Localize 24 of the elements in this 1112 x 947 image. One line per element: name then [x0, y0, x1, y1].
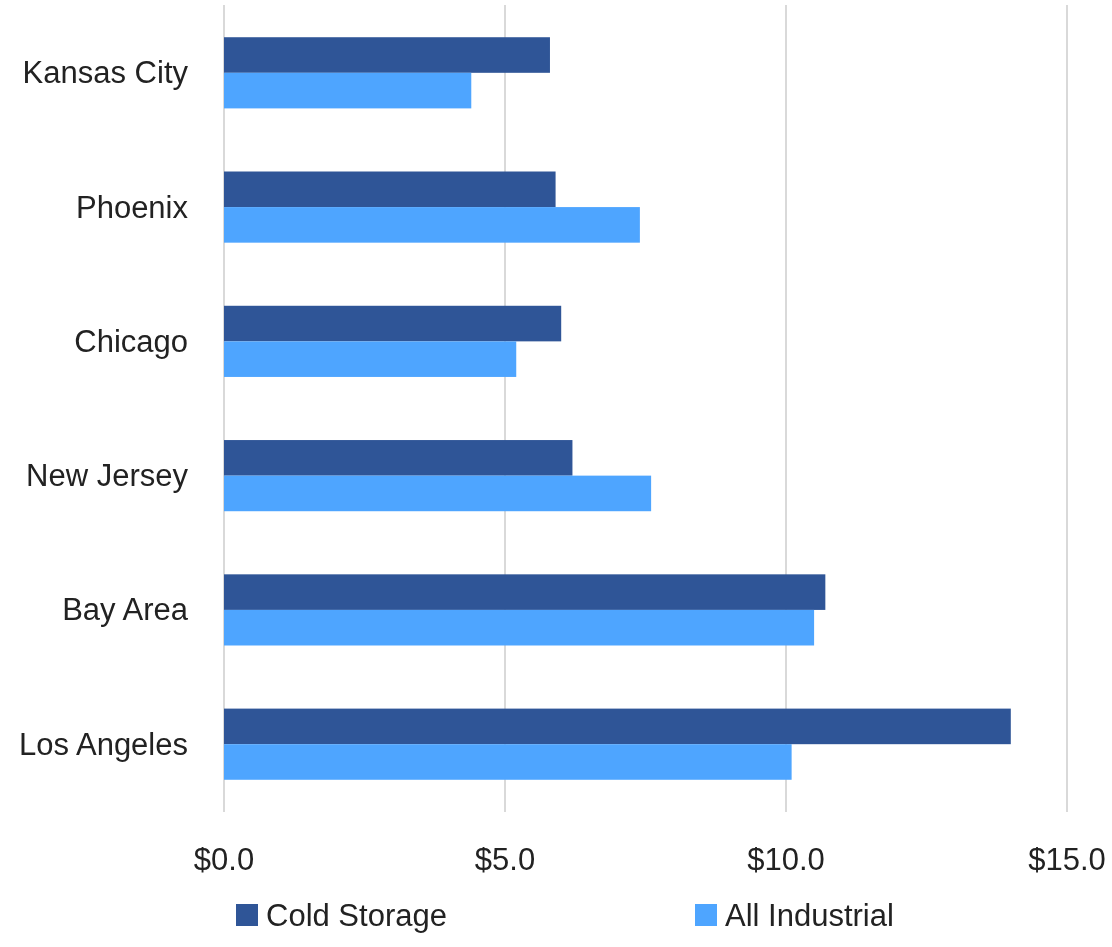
x-tick-label: $10.0	[747, 842, 825, 877]
y-tick-label: New Jersey	[26, 458, 189, 494]
bar	[224, 609, 815, 646]
y-tick-label: Chicago	[74, 323, 188, 359]
y-tick-label: Phoenix	[75, 189, 189, 225]
x-tick-label: $15.0	[1028, 842, 1106, 877]
legend-label: All Industrial	[725, 897, 894, 933]
bar	[224, 171, 556, 208]
bar	[224, 72, 472, 109]
x-tick-label: $5.0	[474, 842, 536, 877]
legend-label: Cold Storage	[266, 897, 447, 933]
bar	[224, 341, 517, 377]
bar	[224, 708, 1011, 745]
bar	[224, 207, 640, 243]
bar	[224, 305, 562, 342]
y-tick-label: Kansas City	[22, 55, 189, 91]
bar	[224, 37, 550, 73]
y-tick-label: Bay Area	[62, 592, 189, 628]
bar	[224, 440, 573, 476]
bar	[224, 475, 652, 512]
y-tick-label: Los Angeles	[19, 726, 188, 762]
bar	[224, 744, 792, 780]
x-tick-label: $0.0	[193, 842, 255, 877]
bar	[224, 574, 826, 610]
